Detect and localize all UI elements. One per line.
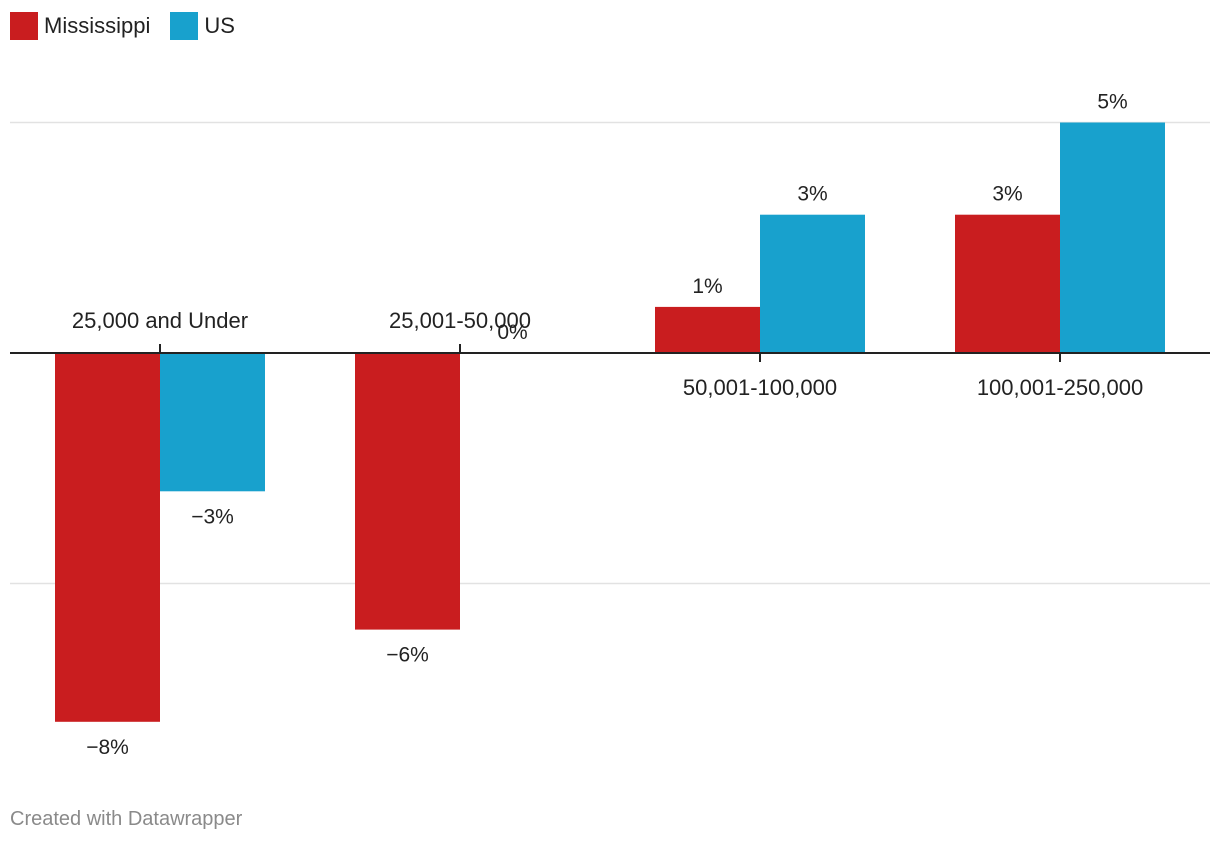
bar-mississippi: [355, 353, 460, 630]
footer-credit: Created with Datawrapper: [10, 808, 243, 830]
category-label: 50,001-100,000: [683, 375, 837, 400]
legend-swatch-us: [170, 12, 199, 40]
bar-us: [760, 214, 865, 353]
bar-mississippi: [655, 306, 760, 353]
value-label-us: 3%: [797, 183, 827, 206]
value-label-mississippi: 3%: [992, 183, 1022, 206]
bar-chart: −8% −3% −6% 0% 1% 3% 3% 5% 25,000 and Under 25,00…: [10, 91, 1210, 759]
category-label: 25,001-50,000: [389, 308, 531, 333]
legend-item-mississippi: Mississippi: [10, 12, 150, 40]
value-label-us: −3%: [191, 505, 234, 528]
bar-us: [160, 353, 265, 492]
chart-legend: Mississippi US: [10, 12, 235, 40]
value-label-mississippi: −6%: [386, 644, 429, 667]
category-label: 100,001-250,000: [977, 375, 1143, 400]
legend-swatch-mississippi: [10, 12, 38, 40]
value-label-us: 5%: [1097, 91, 1127, 114]
bar-us: [1060, 122, 1165, 353]
bar-mississippi: [955, 214, 1060, 353]
legend-label-us: US: [204, 13, 235, 38]
legend-item-us: US: [170, 12, 235, 40]
legend-label-mississippi: Mississippi: [44, 13, 151, 38]
value-label-mississippi: 1%: [692, 275, 722, 298]
bar-mississippi: [55, 353, 160, 722]
value-label-us: 0%: [497, 321, 527, 344]
value-label-mississippi: −8%: [86, 736, 129, 759]
category-label: 25,000 and Under: [72, 308, 248, 333]
